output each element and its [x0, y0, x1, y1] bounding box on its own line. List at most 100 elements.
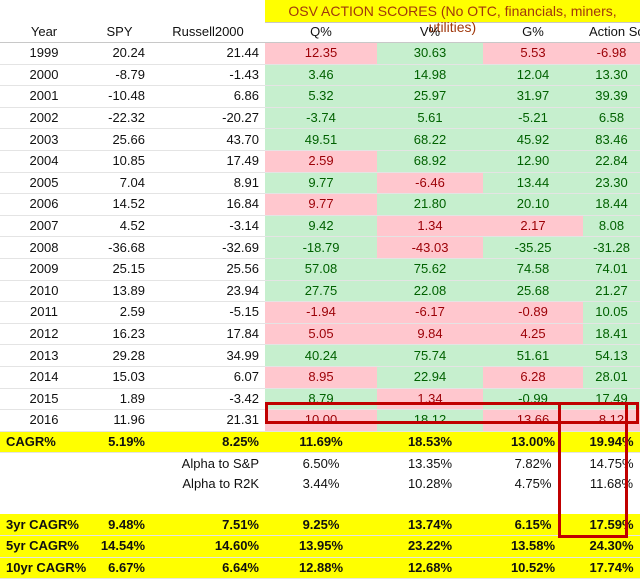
russell2000-cell[interactable]: 23.94 — [151, 280, 265, 303]
russell2000-cell[interactable]: 8.91 — [151, 172, 265, 195]
q-cell[interactable]: 40.24 — [265, 344, 377, 367]
spy-cell[interactable]: 25.15 — [88, 258, 151, 281]
alpha-action-score[interactable]: 14.75% — [589, 455, 634, 471]
spy-cell[interactable]: 10.85 — [88, 150, 151, 173]
spy-cell[interactable]: -36.68 — [88, 236, 151, 259]
spy-cell[interactable]: 1.89 — [88, 388, 151, 411]
action-score-cell[interactable]: -31.28 — [583, 236, 640, 259]
alpha-label[interactable]: Alpha to R2K — [182, 476, 259, 492]
spy-cell[interactable]: 7.04 — [88, 172, 151, 195]
cagr-spy[interactable]: 5.19% — [88, 431, 151, 454]
period-cagr-spy[interactable]: 9.48% — [88, 514, 151, 537]
g-cell[interactable]: 74.58 — [483, 258, 583, 281]
spy-cell[interactable]: -8.79 — [88, 64, 151, 87]
year-cell[interactable]: 2016 — [0, 409, 88, 432]
year-cell[interactable]: 2009 — [0, 258, 88, 281]
header-year[interactable]: Year — [0, 22, 88, 43]
g-cell[interactable]: 6.28 — [483, 366, 583, 389]
q-cell[interactable]: 2.59 — [265, 150, 377, 173]
action-score-cell[interactable]: 28.01 — [583, 366, 640, 389]
g-cell[interactable]: 12.90 — [483, 150, 583, 173]
action-score-cell[interactable]: 74.01 — [583, 258, 640, 281]
action-score-cell[interactable]: -6.98 — [583, 42, 640, 65]
g-cell[interactable]: 51.61 — [483, 344, 583, 367]
action-score-cell[interactable]: 54.13 — [583, 344, 640, 367]
v-cell[interactable]: 1.34 — [377, 215, 483, 238]
q-cell[interactable]: 9.42 — [265, 215, 377, 238]
action-score-cell[interactable]: 17.49 — [583, 388, 640, 411]
empty-cell[interactable] — [377, 494, 483, 514]
q-cell[interactable]: 9.77 — [265, 193, 377, 216]
period-cagr-g[interactable]: 6.15% — [483, 514, 583, 537]
action-score-cell[interactable]: 22.84 — [583, 150, 640, 173]
spy-cell[interactable]: 14.52 — [88, 193, 151, 216]
action-score-cell[interactable]: 8.08 — [583, 215, 640, 238]
spy-cell[interactable]: -22.32 — [88, 107, 151, 130]
russell2000-cell[interactable]: 17.49 — [151, 150, 265, 173]
v-cell[interactable]: 18.12 — [377, 409, 483, 432]
v-cell[interactable]: 1.34 — [377, 388, 483, 411]
russell2000-cell[interactable]: -1.43 — [151, 64, 265, 87]
action-score-cell[interactable]: 21.27 — [583, 280, 640, 303]
russell2000-cell[interactable]: 34.99 — [151, 344, 265, 367]
g-cell[interactable]: 2.17 — [483, 215, 583, 238]
v-cell[interactable]: -6.46 — [377, 172, 483, 195]
g-cell[interactable]: 13.44 — [483, 172, 583, 195]
year-cell[interactable]: 2003 — [0, 128, 88, 151]
empty-cell[interactable] — [88, 494, 151, 514]
spy-cell[interactable]: 20.24 — [88, 42, 151, 65]
russell2000-cell[interactable]: 16.84 — [151, 193, 265, 216]
alpha-v[interactable]: 10.28% — [407, 476, 453, 492]
alpha-v[interactable]: 13.35% — [407, 455, 453, 471]
period-cagr-action-score[interactable]: 17.74% — [583, 557, 640, 579]
g-cell[interactable]: 4.25 — [483, 323, 583, 346]
action-score-cell[interactable]: 10.05 — [583, 301, 640, 324]
q-cell[interactable]: 12.35 — [265, 42, 377, 65]
period-cagr-q[interactable]: 12.88% — [265, 557, 377, 579]
g-cell[interactable]: 31.97 — [483, 85, 583, 108]
spy-cell[interactable]: 2.59 — [88, 301, 151, 324]
period-cagr-russell2000[interactable]: 6.64% — [151, 557, 265, 579]
action-score-cell[interactable]: 18.44 — [583, 193, 640, 216]
header-spy[interactable]: SPY — [88, 22, 151, 43]
header-g[interactable]: G% — [483, 22, 583, 43]
period-cagr-label[interactable]: 10yr CAGR% — [0, 557, 88, 579]
russell2000-cell[interactable]: 21.31 — [151, 409, 265, 432]
period-cagr-q[interactable]: 9.25% — [265, 514, 377, 537]
empty-cell[interactable] — [0, 494, 88, 514]
russell2000-cell[interactable]: 25.56 — [151, 258, 265, 281]
empty-cell[interactable] — [0, 474, 88, 495]
action-score-cell[interactable]: 13.30 — [583, 64, 640, 87]
alpha-label[interactable]: Alpha to S&P — [181, 455, 259, 471]
spy-cell[interactable]: 11.96 — [88, 409, 151, 432]
spy-cell[interactable]: -10.48 — [88, 85, 151, 108]
alpha-g[interactable]: 7.82% — [514, 455, 552, 471]
g-cell[interactable]: 13.66 — [483, 409, 583, 432]
empty-cell[interactable] — [151, 494, 265, 514]
g-cell[interactable]: 25.68 — [483, 280, 583, 303]
v-cell[interactable]: -6.17 — [377, 301, 483, 324]
v-cell[interactable]: 5.61 — [377, 107, 483, 130]
period-cagr-v[interactable]: 13.74% — [377, 514, 483, 537]
year-cell[interactable]: 2010 — [0, 280, 88, 303]
action-score-cell[interactable]: 39.39 — [583, 85, 640, 108]
v-cell[interactable]: 14.98 — [377, 64, 483, 87]
alpha-q[interactable]: 6.50% — [302, 455, 340, 471]
cagr-action-score[interactable]: 19.94% — [583, 431, 640, 454]
year-cell[interactable]: 2011 — [0, 301, 88, 324]
russell2000-cell[interactable]: 21.44 — [151, 42, 265, 65]
g-cell[interactable]: 12.04 — [483, 64, 583, 87]
alpha-action-score[interactable]: 11.68% — [589, 476, 634, 492]
empty-cell[interactable] — [0, 453, 88, 474]
alpha-q[interactable]: 3.44% — [302, 476, 340, 492]
q-cell[interactable]: -18.79 — [265, 236, 377, 259]
empty-cell[interactable] — [583, 494, 640, 514]
cagr-label[interactable]: CAGR% — [0, 431, 88, 454]
g-cell[interactable]: -35.25 — [483, 236, 583, 259]
year-cell[interactable]: 2004 — [0, 150, 88, 173]
q-cell[interactable]: 8.79 — [265, 388, 377, 411]
v-cell[interactable]: -43.03 — [377, 236, 483, 259]
russell2000-cell[interactable]: 6.86 — [151, 85, 265, 108]
year-cell[interactable]: 2002 — [0, 107, 88, 130]
action-score-cell[interactable]: 8.12 — [583, 409, 640, 432]
